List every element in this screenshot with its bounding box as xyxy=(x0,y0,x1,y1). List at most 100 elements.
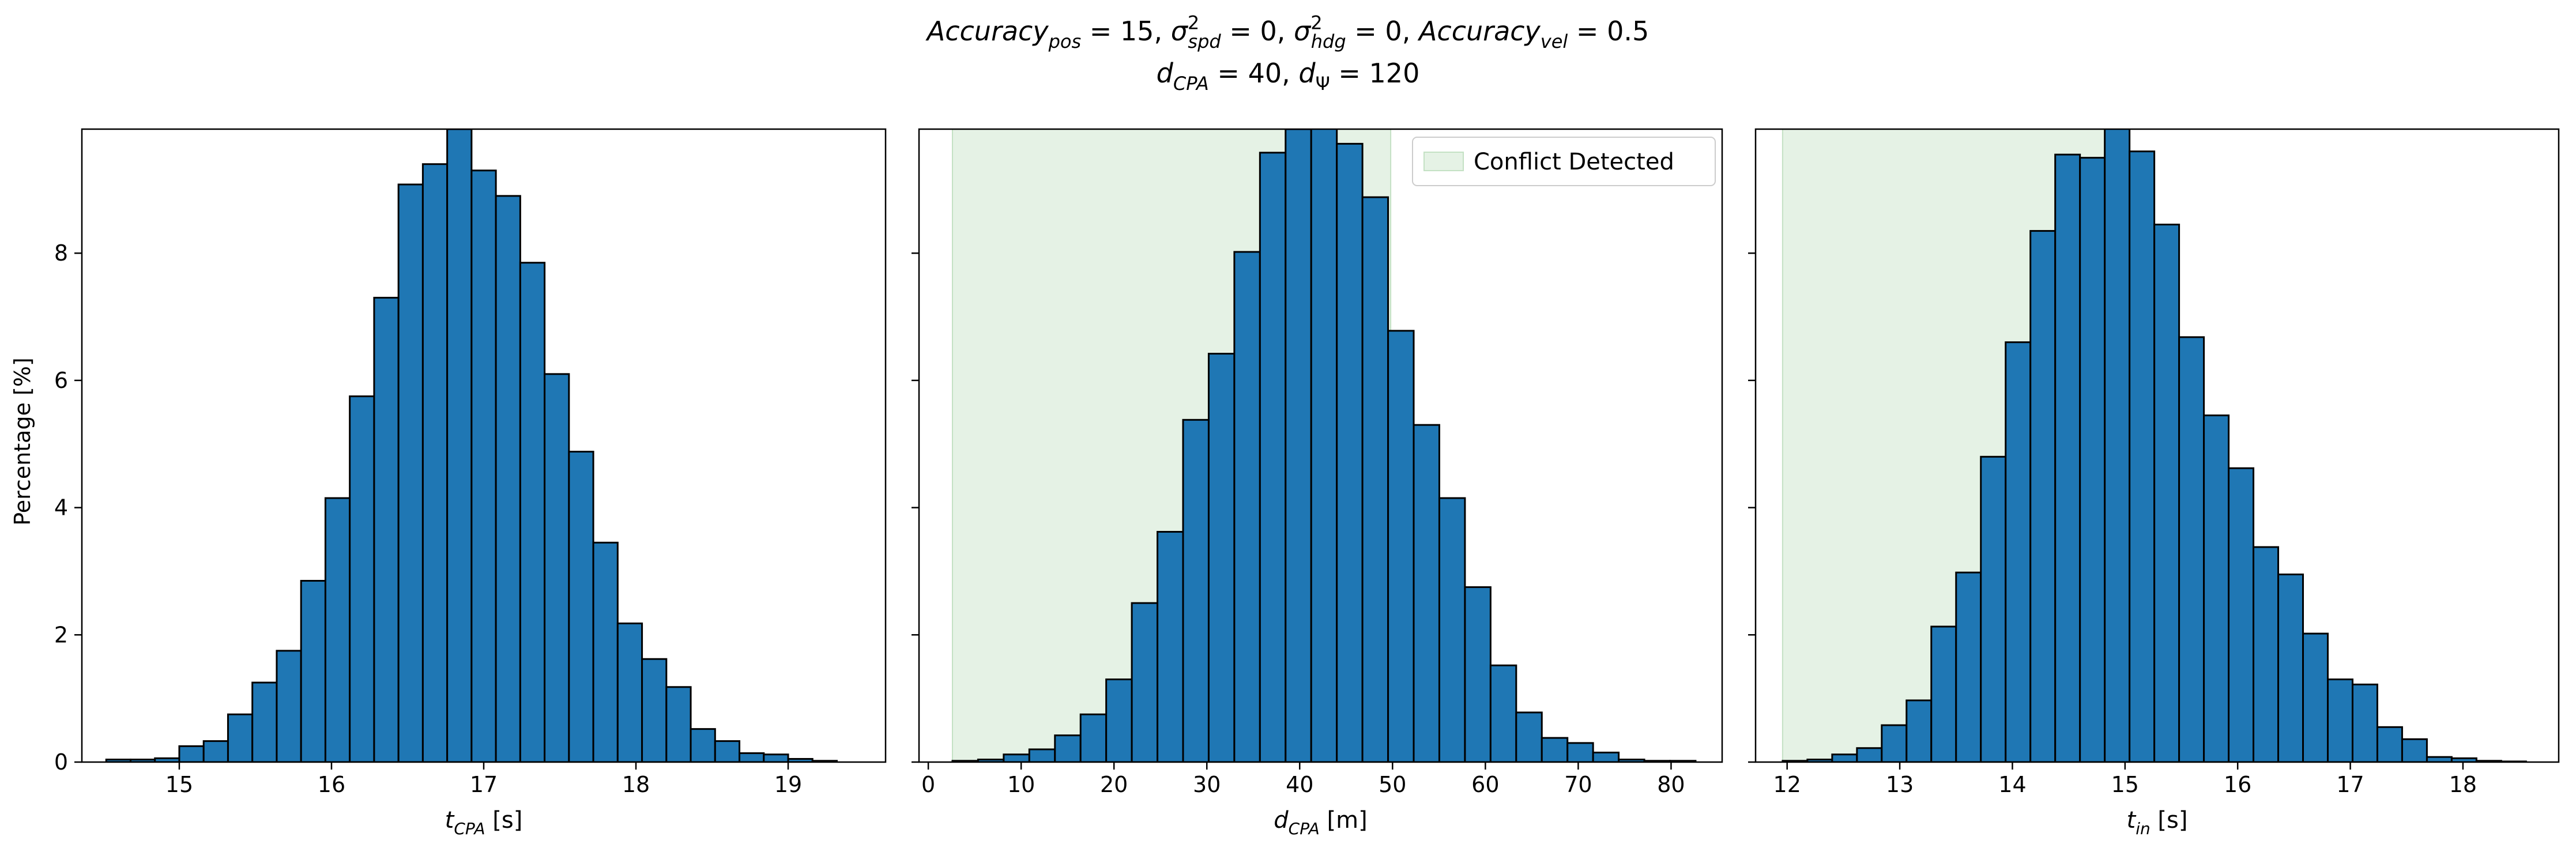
x-axis-label-part: t xyxy=(2127,807,2137,834)
x-tick-label: 15 xyxy=(165,772,193,797)
title-line-1-part: 2 xyxy=(1310,12,1322,34)
title-line-1-part: = 0, xyxy=(1346,16,1419,47)
histogram-bar xyxy=(2005,341,2032,762)
x-axis-label: tCPA [s] xyxy=(445,807,523,838)
histogram-bar xyxy=(1881,724,1908,762)
x-tick-label: 18 xyxy=(2449,772,2477,797)
title-line-2-part: d xyxy=(1298,58,1316,89)
title-line-1-part: Accuracy xyxy=(1417,16,1541,47)
histogram-bar xyxy=(1003,753,1030,762)
histogram-bar xyxy=(1157,531,1184,762)
x-tick-label: 60 xyxy=(1471,772,1499,797)
histogram-panel-d-cpa: 0 10 20 30 40 50 60 70 80 dCPA [m] xyxy=(912,128,1723,838)
title-line-1-part: = 0, xyxy=(1221,16,1294,47)
title-line-1-part: = 0.5 xyxy=(1568,16,1649,47)
histogram-bar xyxy=(251,681,278,762)
title-line-2-part: = 40, xyxy=(1209,58,1299,89)
histogram-bar xyxy=(2277,573,2304,762)
legend: Conflict Detected xyxy=(1412,137,1716,186)
y-tick-label: 4 xyxy=(54,495,68,521)
x-tick-label: 14 xyxy=(1998,772,2026,797)
histogram-bar xyxy=(1259,152,1287,762)
x-axis-label: dCPA [m] xyxy=(1274,807,1367,838)
histogram-bar xyxy=(324,497,351,762)
plot-area xyxy=(1782,129,2527,762)
x-axis-label-part: CPA xyxy=(454,819,485,838)
histogram-panel-t-cpa: 15 16 17 18 19 0 2 4 6 8 tCPA [s] xyxy=(54,128,887,838)
axes-frame xyxy=(1754,128,2560,763)
title-line-1-part: hdg xyxy=(1311,31,1346,52)
title-line-1-part: = 15, xyxy=(1081,16,1171,47)
histogram-bar xyxy=(276,650,302,762)
title-line-1-part: spd xyxy=(1188,31,1221,52)
histogram-bar xyxy=(1930,625,1957,762)
title-line-1-part: Accuracy xyxy=(925,16,1049,47)
histogram-bar xyxy=(1131,602,1159,762)
title-line-2-part: CPA xyxy=(1173,73,1209,95)
histogram-bar xyxy=(470,169,497,762)
histogram-bar xyxy=(1905,699,1933,762)
x-tick-label: 80 xyxy=(1657,772,1685,797)
histogram-bar xyxy=(1566,742,1594,762)
x-axis-label-part: d xyxy=(1274,807,1289,834)
histogram-bar xyxy=(1310,129,1338,762)
y-tick-label: 8 xyxy=(54,240,68,266)
x-tick-label: 15 xyxy=(2111,772,2139,797)
x-axis-label-part: CPA xyxy=(1289,819,1320,838)
histogram-bar xyxy=(714,740,741,762)
x-tick-label: 50 xyxy=(1379,772,1406,797)
x-tick-label: 17 xyxy=(470,772,498,797)
title-line-2-part: d xyxy=(1157,58,1174,89)
axes-frame xyxy=(918,128,1723,763)
histogram-panel-t-in: 12 13 14 15 16 17 18 tin [s] xyxy=(1748,128,2560,838)
plot-area xyxy=(105,129,838,762)
histogram-bar xyxy=(2401,738,2428,762)
histogram-bar xyxy=(2351,683,2378,762)
y-tick-label: 6 xyxy=(54,368,68,393)
x-axis-label-part: t xyxy=(445,807,455,834)
x-tick-label: 18 xyxy=(622,772,650,797)
x-axis-label: tin [s] xyxy=(2127,807,2188,838)
y-tick-label: 0 xyxy=(54,749,68,775)
x-axis-label-part: [s] xyxy=(485,807,523,834)
histogram-bar xyxy=(2104,129,2131,762)
figure-title: Accuracypos = 15, σ2 spd = 0, σ2 hdg = 0, … xyxy=(925,12,1649,95)
x-tick-label: 70 xyxy=(1564,772,1592,797)
y-axis-label: Percentage [%] xyxy=(10,357,35,526)
histogram-bar xyxy=(1515,711,1543,762)
histogram-bar xyxy=(373,296,400,762)
histogram-bar xyxy=(1079,713,1108,762)
histogram-bar xyxy=(397,183,424,762)
histogram-bar xyxy=(616,622,643,762)
plot-area xyxy=(951,129,1697,762)
title-line-1-part: vel xyxy=(1541,31,1568,52)
histogram-bar xyxy=(2302,632,2329,762)
histogram-bar xyxy=(592,541,619,762)
histogram-bar xyxy=(2203,414,2230,762)
histogram-bar xyxy=(1489,664,1517,762)
title-line-1-part: σ xyxy=(1294,16,1312,47)
title-line-2-part: Ψ xyxy=(1316,73,1330,95)
histogram-bar xyxy=(690,728,716,762)
histogram-bar xyxy=(349,395,375,762)
histogram-bar xyxy=(2178,336,2205,762)
histogram-bar xyxy=(739,752,765,762)
histogram-bar xyxy=(1233,251,1261,762)
histogram-bar xyxy=(568,450,594,762)
histogram-bar xyxy=(1285,129,1312,762)
x-tick-label: 12 xyxy=(1773,772,1801,797)
histogram-bar xyxy=(1028,748,1056,762)
histogram-bar xyxy=(2426,756,2453,762)
x-tick-label: 30 xyxy=(1193,772,1221,797)
histogram-bar xyxy=(544,373,570,762)
title-line-2-part: = 120 xyxy=(1330,58,1420,89)
x-axis-label-part: [m] xyxy=(1320,807,1368,834)
x-tick-label: 40 xyxy=(1286,772,1313,797)
title-line-1: Accuracypos = 15, σ2 spd = 0, σ2 hdg = 0, … xyxy=(925,12,1649,52)
histogram-bar xyxy=(1413,424,1440,762)
histogram-bar xyxy=(1182,419,1210,762)
legend-swatch xyxy=(1423,152,1464,171)
histogram-bar xyxy=(1207,353,1236,762)
legend-box xyxy=(1412,137,1716,186)
